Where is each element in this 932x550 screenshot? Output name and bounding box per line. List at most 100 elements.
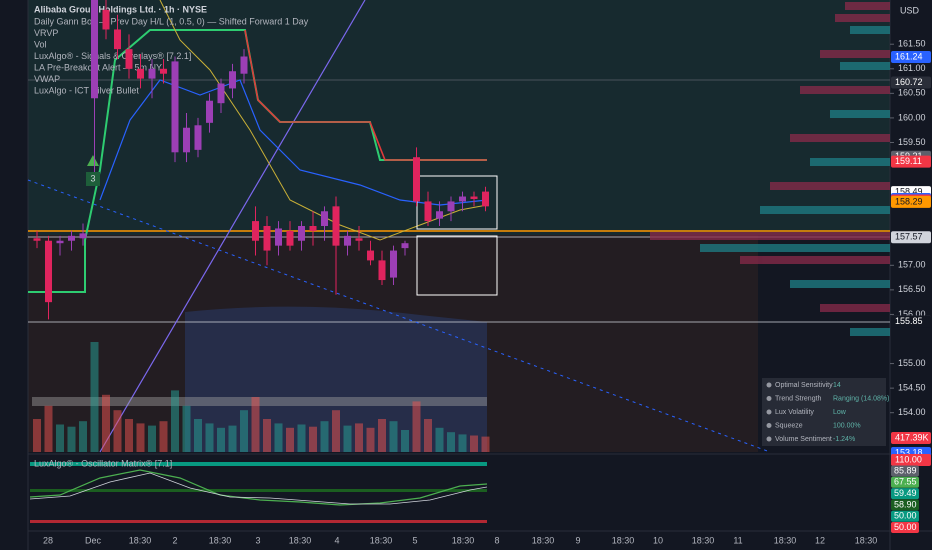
- candle-body: [309, 226, 317, 231]
- osc-badge: [891, 510, 919, 522]
- profile-bar: [820, 304, 890, 312]
- row-icon: [766, 436, 772, 442]
- volume-bar: [125, 419, 133, 452]
- value-badge-label: 110.00: [895, 454, 922, 464]
- candle-body: [229, 71, 236, 89]
- osc-band: [30, 462, 487, 466]
- volume-bar: [159, 421, 168, 452]
- volume-bar: [332, 410, 340, 452]
- volume-bar: [366, 427, 375, 452]
- volume-bar: [33, 419, 41, 452]
- candle-body: [401, 243, 409, 249]
- volume-bar: [309, 426, 317, 452]
- x-tick-label: 11: [733, 535, 742, 545]
- price-badge: [891, 76, 931, 89]
- candle-body: [286, 230, 294, 246]
- row-value: Ranging (14.08%): [833, 395, 889, 402]
- x-tick-label: 18:30: [855, 535, 878, 545]
- osc-badge-label: 67.55: [894, 477, 917, 487]
- volume-bar: [320, 421, 329, 452]
- x-tick-label: 18:30: [692, 535, 715, 545]
- osc-badge-label: 50.00: [894, 522, 917, 532]
- candle-body: [137, 68, 144, 79]
- price-badge-label: 153.18: [895, 447, 923, 457]
- candle-body: [367, 250, 374, 261]
- price-badge-label: 161.24: [895, 51, 923, 61]
- osc-badge-label: 58.90: [894, 499, 917, 509]
- signal-box: [86, 172, 100, 186]
- row-label: Lux Volatility: [775, 409, 814, 416]
- x-tick-label: 18:30: [532, 535, 555, 545]
- y-tick-label: 154.00: [898, 407, 926, 417]
- volume-bar: [90, 342, 99, 452]
- currency: USD: [900, 5, 920, 15]
- profile-bar: [770, 182, 890, 190]
- candle-body: [378, 260, 386, 281]
- row-label: Squeeze: [775, 422, 803, 429]
- legend-entry: Vol: [34, 39, 47, 49]
- volume-bar: [389, 421, 398, 452]
- profile-bar: [700, 244, 890, 252]
- y-tick-label: 160.50: [898, 88, 926, 98]
- candle-body: [459, 196, 466, 202]
- x-tick-label: 18:30: [612, 535, 635, 545]
- volume-bar: [263, 419, 271, 452]
- trend-line: [99, 0, 366, 453]
- candle-body: [321, 211, 328, 226]
- x-tick-label: 18:30: [129, 535, 152, 545]
- profile-bar: [830, 110, 890, 118]
- x-tick-label: 4: [334, 535, 339, 545]
- row-value: 14: [833, 382, 841, 389]
- y-tick-label: 155.00: [898, 358, 926, 368]
- stop-line: [244, 29, 487, 161]
- price-badge-label: 158.29: [895, 196, 923, 206]
- profile-bar: [790, 280, 890, 288]
- candle-body: [482, 191, 489, 207]
- profile-bar: [850, 328, 890, 336]
- signal-label: 3: [90, 173, 95, 183]
- y-tick-label: 159.50: [898, 137, 926, 147]
- volume-bar: [182, 405, 191, 452]
- price-badge: [891, 155, 931, 168]
- volume-bar: [56, 424, 64, 452]
- x-tick-label: 18:30: [289, 535, 312, 545]
- price-badge: [891, 231, 931, 244]
- volume-bar: [286, 427, 294, 452]
- osc-badge-label: 59.49: [894, 488, 917, 498]
- candle-body: [217, 83, 225, 104]
- volume-bar: [194, 419, 202, 452]
- row-icon: [766, 423, 772, 428]
- value-badge: [891, 454, 931, 466]
- volume-bar: [481, 436, 490, 452]
- volume-bar: [274, 423, 283, 452]
- value-badge: [891, 432, 931, 444]
- profile-bar: [820, 50, 890, 58]
- osc-badge: [891, 476, 919, 488]
- row-icon: [766, 409, 772, 415]
- osc-title: LuxAlgo® - Oscillator Matrix® [7.1]: [34, 458, 172, 468]
- x-tick-label: 12: [815, 535, 825, 545]
- osc-badge-label: 85.89: [894, 465, 917, 475]
- candle-body: [424, 201, 432, 222]
- volume-bar: [251, 397, 260, 452]
- volume-bar: [412, 401, 421, 452]
- legend-entry: Daily Gann Box — Prev Day H/L (1, 0.5, 0…: [34, 16, 309, 26]
- candle-body: [102, 9, 110, 30]
- x-tick-label: 18:30: [774, 535, 797, 545]
- volume-bar: [113, 410, 122, 452]
- x-tick-label: 28: [43, 535, 53, 545]
- profile-bar: [650, 232, 890, 240]
- profile-bar: [760, 206, 890, 214]
- osc-line: [29, 469, 488, 506]
- x-tick-label: 8: [494, 535, 499, 545]
- candle-body: [390, 250, 397, 278]
- legend: Alibaba Group Holdings Ltd. · 1h · NYSE …: [34, 4, 309, 95]
- candle-body: [56, 240, 64, 244]
- profile-area: [185, 306, 487, 452]
- candle-body: [252, 221, 259, 241]
- y-tick-label: 154.50: [898, 383, 926, 393]
- volume-bar: [378, 419, 386, 452]
- candle-body: [470, 196, 478, 199]
- candle-body: [114, 29, 121, 50]
